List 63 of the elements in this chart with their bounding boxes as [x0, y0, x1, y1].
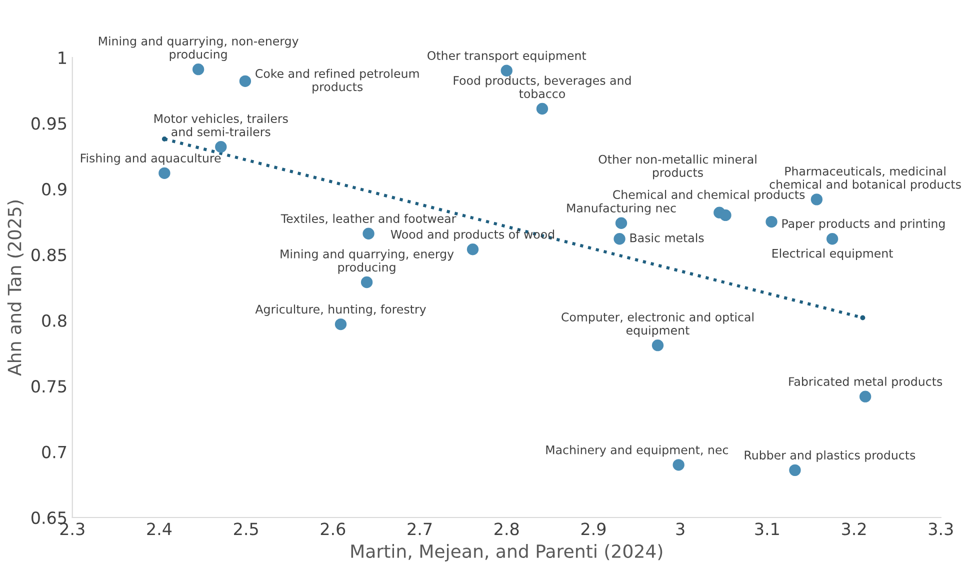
annotation: Textiles, leather and footwear: [280, 214, 456, 224]
point: [158, 167, 170, 179]
x-tick-label: 2.6: [320, 522, 346, 536]
point: [500, 64, 512, 76]
annotation: Mining and quarrying, non-energy producing: [98, 36, 298, 61]
x-tick-label: 2.3: [60, 522, 84, 536]
annotation: Food products, beverages and tobacco: [454, 76, 631, 98]
x-tick-label: 2.8: [494, 522, 519, 536]
x-axis-title: Martin, Mejean, and Parenti (2024): [351, 544, 662, 562]
point: [615, 217, 628, 229]
point: [536, 102, 548, 115]
point: [810, 194, 823, 206]
annotation: Agriculture, hunting, forestry: [255, 304, 426, 316]
annotation: Fishing and aquaculture: [80, 153, 221, 165]
point: [826, 233, 838, 245]
y-tick-label: 0.95: [32, 117, 66, 130]
point: [334, 318, 347, 330]
y-axis-title: Ahn and Tan (2025): [7, 200, 24, 376]
y-tick-label: 0.7: [42, 446, 66, 458]
point: [162, 136, 167, 142]
x-tick-label: 2.9: [581, 522, 606, 536]
point: [192, 63, 204, 76]
x-tick-label: 2.7: [408, 522, 432, 536]
annotation: Paper products and printing: [782, 218, 945, 230]
x-tick-label: 3.3: [928, 522, 953, 536]
annotation: Coke and refined petroleum products: [256, 68, 419, 94]
x-tick-label: 2.5: [234, 522, 258, 536]
annotation: Other non-metallic mineral products: [598, 154, 756, 180]
point: [466, 244, 479, 256]
x-tick-label: 3.1: [755, 522, 779, 536]
annotation: Chemical and chemical products: [613, 190, 805, 202]
annotation: Motor vehicles, trailers and semi-trailers: [154, 114, 288, 136]
y-tick-label: 0.65: [32, 511, 66, 524]
annotation: Pharmaceuticals, medicinal chemical and botanical products: [770, 166, 961, 192]
point: [720, 209, 732, 222]
x-tick-label: 3: [676, 522, 684, 536]
point: [215, 141, 227, 153]
point: [360, 276, 373, 288]
annotation: Electrical equipment: [772, 248, 893, 260]
annotation: Fabricated metal products: [789, 376, 942, 388]
point: [672, 459, 684, 471]
point: [859, 390, 872, 402]
y-tick-label: 0.75: [32, 380, 66, 393]
point: [652, 339, 664, 352]
annotation: Mining and quarrying, energy producing: [280, 249, 454, 274]
annotation: Computer, electronic and optical equipment: [562, 312, 754, 337]
point: [789, 464, 801, 476]
annotation: Other transport equipment: [428, 50, 586, 62]
annotation: Manufacturing nec: [567, 203, 676, 215]
y-tick-label: 0.9: [42, 182, 66, 196]
y-tick-label: 1: [58, 52, 66, 64]
point: [362, 228, 374, 240]
y-tick-label: 0.8: [42, 314, 66, 327]
x-tick-label: 3.2: [842, 522, 866, 536]
point: [766, 216, 778, 228]
y-tick-label: 0.85: [32, 248, 66, 262]
annotation: Basic metals: [630, 233, 704, 242]
annotation: Machinery and equipment, nec: [546, 445, 728, 457]
point: [239, 75, 252, 87]
annotation: Rubber and plastics products: [744, 450, 916, 462]
x-tick-label: 2.4: [147, 522, 172, 536]
point: [614, 233, 626, 245]
point: [860, 315, 866, 320]
